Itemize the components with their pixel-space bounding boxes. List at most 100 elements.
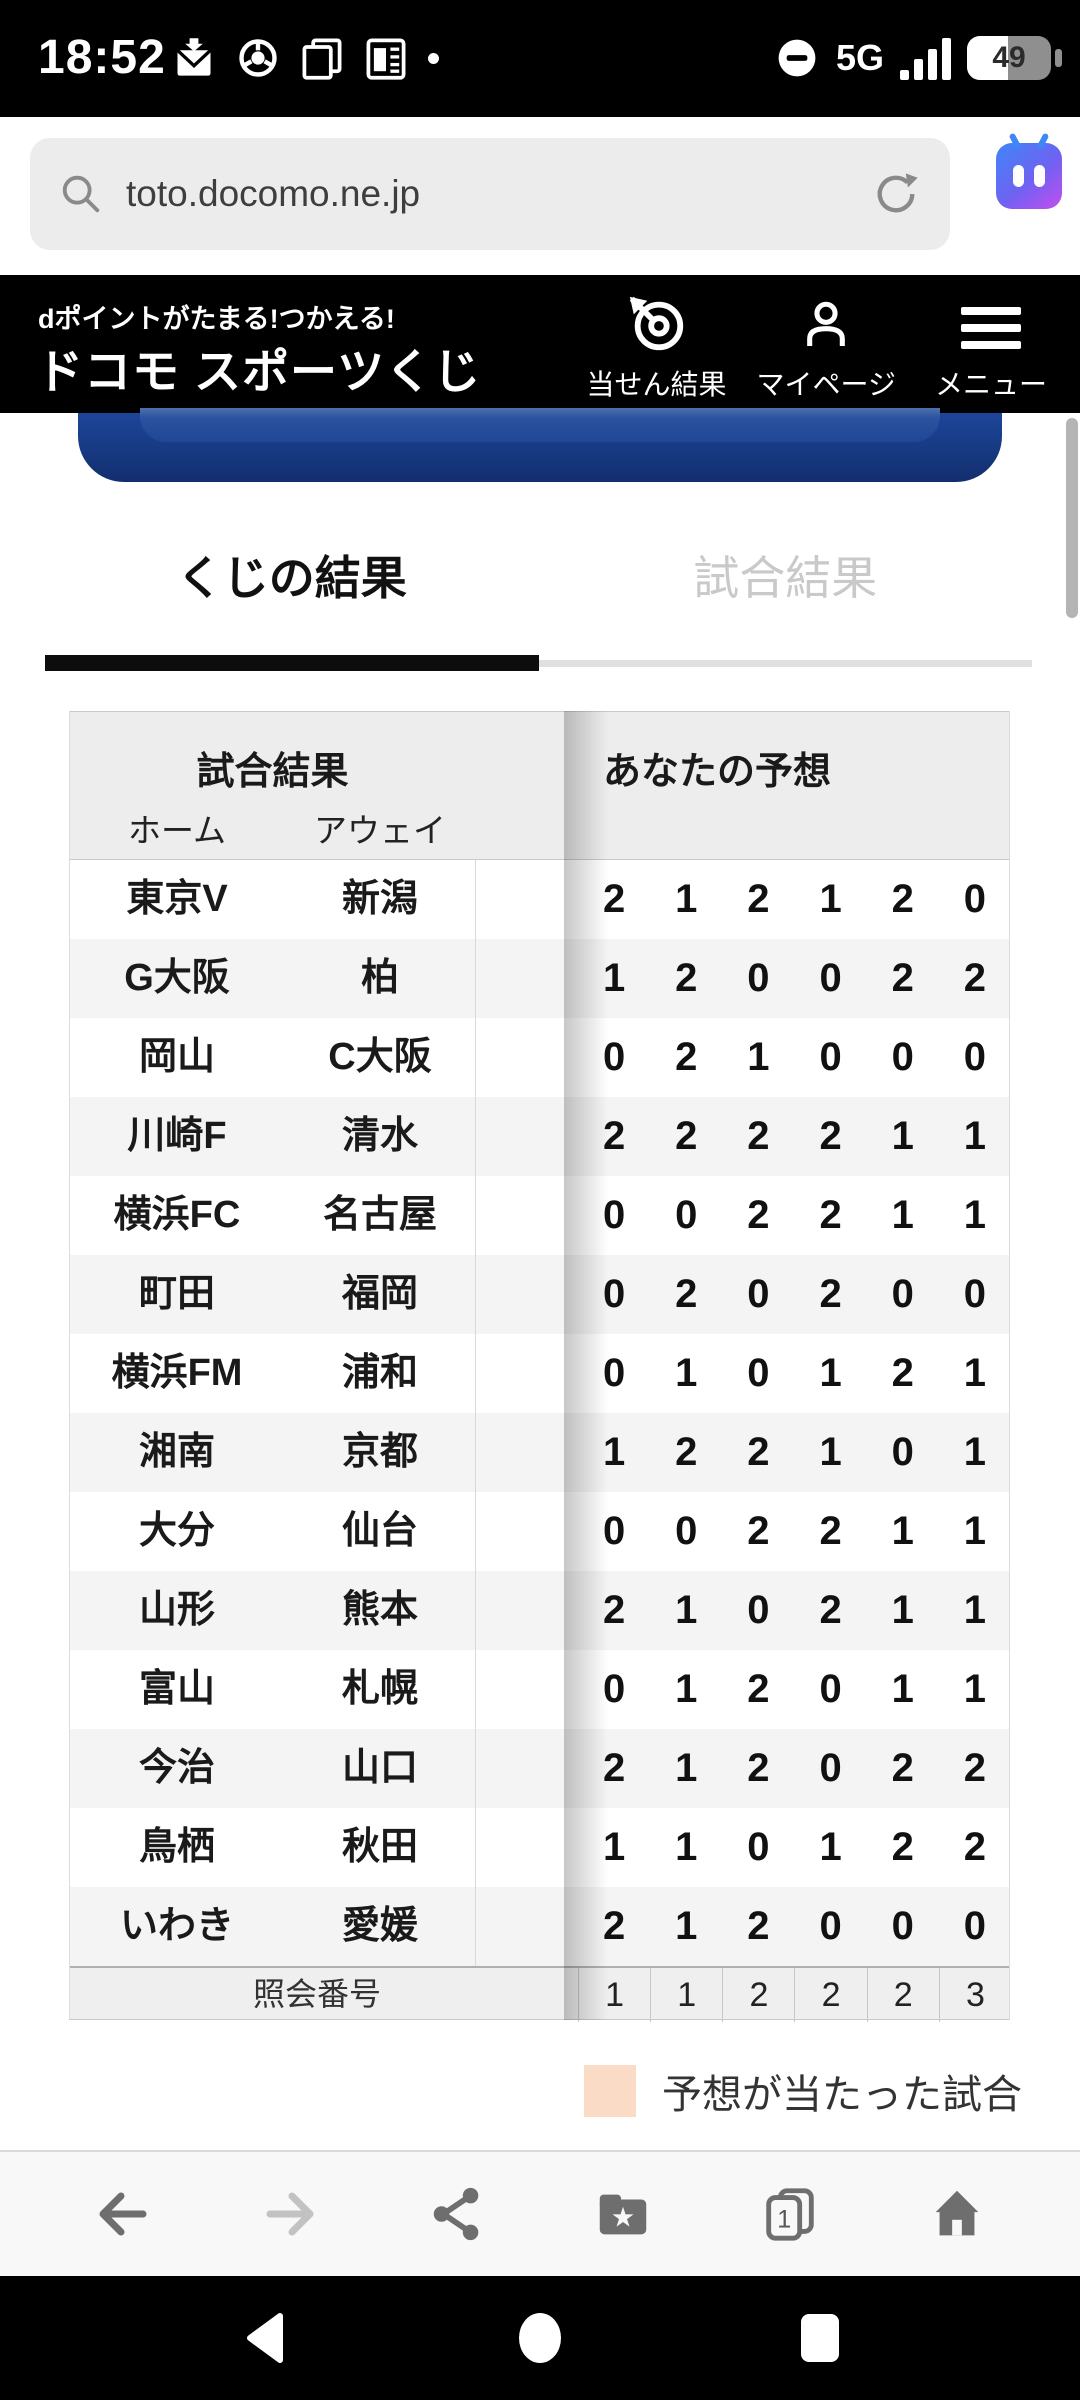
prediction-value: 0 [963,1272,987,1316]
prediction-value: 2 [891,956,914,1000]
android-back-icon [247,2313,283,2363]
away-team: 京都 [341,1431,418,1473]
header-home: ホーム [127,812,226,849]
prediction-value: 2 [675,1114,698,1158]
overlapping-windows-icon [302,38,342,80]
tab-lottery-results[interactable]: くじの結果 [176,552,407,604]
prediction-cells: 2 1 2 0 2 2 [578,1729,1011,1808]
battery-icon: 49 [967,36,1051,80]
away-team: 山口 [341,1747,418,1789]
prediction-value: 2 [747,877,770,921]
prediction-value: 2 [963,1825,987,1869]
refresh-icon[interactable] [870,168,922,220]
prediction-value: 2 [747,1193,770,1237]
prediction-value: 0 [891,1272,914,1316]
site-header: dポイントがたまる!つかえる! ドコモ スポーツくじ 当せん結果 マイページ [0,275,1080,413]
away-team: 秋田 [341,1826,418,1868]
nav-my-page[interactable]: マイページ [757,285,896,403]
system-status-icons: 5G 49 [774,28,1062,88]
column-divider [475,1413,476,1492]
table-row: 東京V 新潟 2 1 2 1 2 0 [70,860,1009,939]
prediction-value: 1 [891,1667,914,1711]
prediction-value: 1 [891,1509,914,1553]
prediction-value: 1 [963,1509,987,1553]
prediction-value: 1 [963,1430,987,1474]
prediction-cells: 2 1 0 2 1 1 [578,1571,1011,1650]
prediction-value: 2 [819,1114,842,1158]
prediction-value: 1 [747,1035,770,1079]
prediction-value: 0 [602,1193,626,1237]
android-home-button[interactable] [480,2276,600,2400]
prediction-value: 1 [963,1588,987,1632]
prediction-value: 2 [747,1114,770,1158]
prediction-value: 1 [891,1588,914,1632]
mail-notification-icon [176,38,212,76]
home-team: いわき [119,1905,234,1947]
prediction-value: 2 [675,1272,698,1316]
prediction-value: 2 [819,1193,842,1237]
column-divider [475,1097,476,1176]
prediction-value: 0 [819,956,842,1000]
prediction-value: 1 [963,1193,987,1237]
footer-label: 照会番号 [252,1976,381,2012]
prediction-value: 2 [747,1667,770,1711]
share-button[interactable] [422,2179,492,2249]
prediction-value: 1 [963,1351,987,1395]
header-away: アウェイ [314,812,446,849]
prediction-value: 0 [675,1193,698,1237]
prediction-value: 2 [891,1825,914,1869]
android-back-button[interactable] [205,2276,325,2400]
column-divider [475,1255,476,1334]
prediction-cells: 1 2 0 0 2 2 [578,939,1011,1018]
android-recents-button[interactable] [760,2276,880,2400]
column-divider [475,1176,476,1255]
page-scrollbar[interactable] [1066,418,1078,618]
prediction-value: 2 [747,1746,770,1790]
assistant-app-icon[interactable] [996,143,1062,209]
tab-switcher-icon: 1 [766,2188,814,2241]
prediction-value: 1 [602,1825,626,1869]
nav-label: メニュー [934,369,1047,400]
prediction-value: 0 [747,1351,770,1395]
url-bar[interactable]: toto.docomo.ne.jp [30,138,950,250]
prediction-value: 0 [891,1904,914,1948]
site-logo[interactable]: ドコモ スポーツくじ [36,345,482,398]
home-team: 町田 [138,1273,215,1315]
prediction-value: 2 [602,877,626,921]
prediction-cells: 0 0 2 2 1 1 [578,1492,1011,1571]
prediction-value: 1 [891,1193,914,1237]
legend: 予想が当たった試合 [584,2062,1022,2120]
promo-banner-bottom[interactable] [78,408,1002,482]
site-tagline: dポイントがたまる!つかえる! [38,304,395,334]
home-team: 富山 [138,1668,215,1710]
prediction-value: 0 [891,1430,914,1474]
footer-value: 2 [722,1968,794,2022]
back-button[interactable] [88,2179,158,2249]
away-team: 仙台 [341,1510,418,1552]
column-divider [475,939,476,1018]
nav-win-results[interactable]: 当せん結果 [587,285,727,403]
prediction-cells: 1 2 2 1 0 1 [578,1413,1011,1492]
prediction-cells: 2 2 2 2 1 1 [578,1097,1011,1176]
home-team: 大分 [138,1510,215,1552]
away-team: 名古屋 [322,1194,437,1236]
footer-value: 1 [650,1968,722,2022]
news-document-icon [366,38,406,80]
tab-match-results[interactable]: 試合結果 [693,552,878,604]
person-icon [807,301,846,346]
bookmarks-button[interactable]: ★ [588,2179,658,2249]
nav-menu[interactable]: メニュー [926,285,1056,403]
network-type: 5G [835,37,884,78]
header-your-prediction: あなたの予想 [603,751,832,793]
home-button[interactable] [922,2179,992,2249]
prediction-value: 1 [602,1430,626,1474]
forward-button[interactable] [255,2179,325,2249]
away-team: C大阪 [328,1036,432,1078]
footer-value: 1 [578,1968,650,2022]
prediction-value: 0 [602,1509,626,1553]
tab-switcher-button[interactable]: 1 [755,2179,825,2249]
column-divider [475,1018,476,1097]
prediction-value: 0 [675,1509,698,1553]
prediction-value: 0 [963,1035,987,1079]
do-not-disturb-icon [778,39,816,77]
